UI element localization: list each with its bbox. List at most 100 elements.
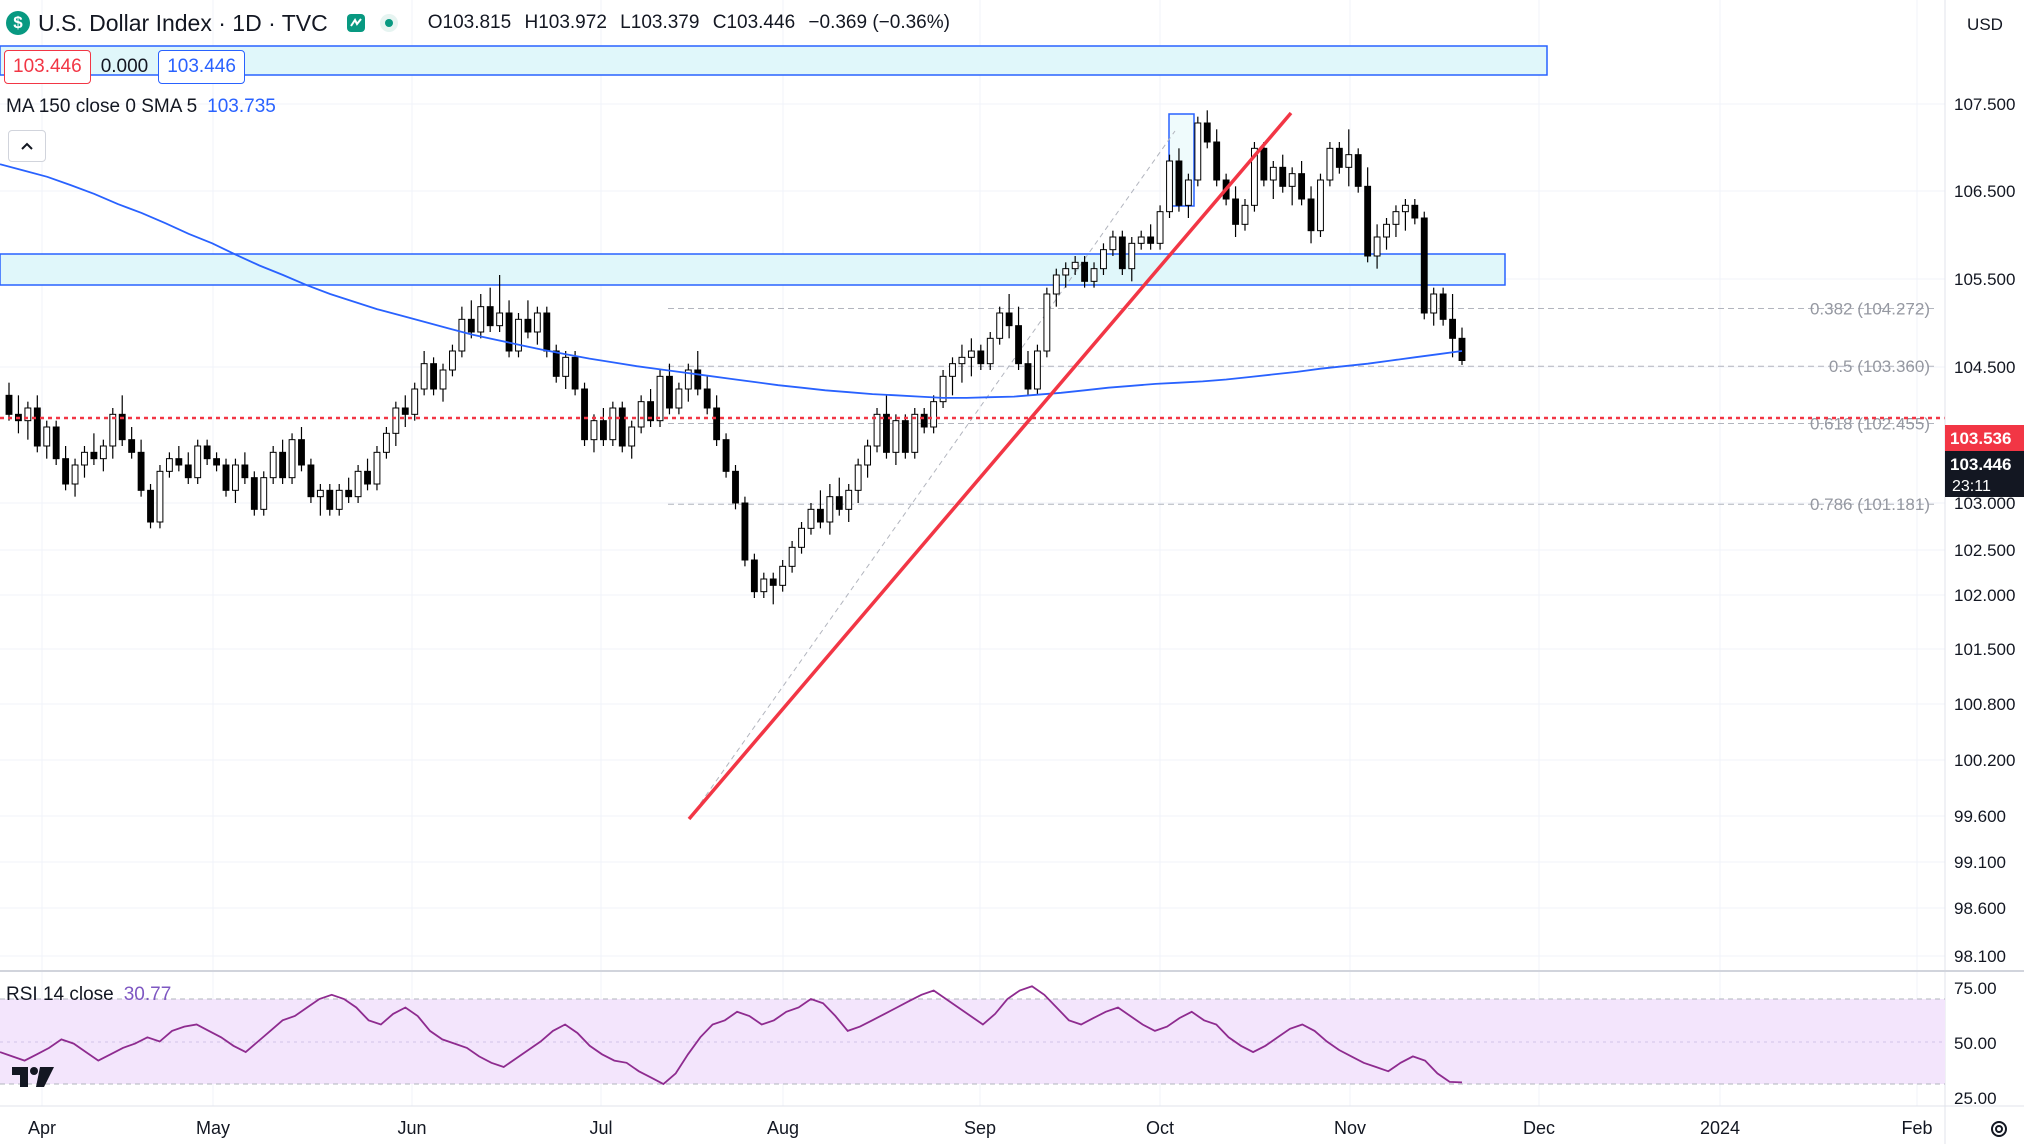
trendline[interactable] (687, 111, 1293, 821)
candle-body (930, 401, 938, 428)
candle-body (816, 508, 824, 523)
candle-body (467, 318, 475, 333)
candle-body (656, 375, 664, 422)
candle-body (1383, 223, 1390, 238)
candle-body (43, 426, 51, 447)
market-status-icon[interactable] (346, 13, 366, 33)
candle-body (477, 306, 485, 333)
candle-body (769, 578, 777, 586)
open-label: O (427, 12, 443, 33)
candle-body (279, 451, 287, 479)
candle-body (798, 527, 805, 548)
ma-legend-value: 103.735 (207, 96, 276, 117)
candle-body (552, 350, 560, 377)
tradingview-logo-icon (12, 1067, 54, 1087)
candle-body (1364, 185, 1372, 257)
spread-value: 0.000 (100, 56, 149, 77)
candle-body (911, 413, 919, 453)
candle-body (288, 439, 296, 479)
price-tick: 107.500 (1954, 95, 2015, 114)
time-axis[interactable]: Apr May Jun Jul Aug Sep Oct Nov Dec 2024 Feb (28, 1118, 1933, 1138)
time-tick: Feb (1901, 1118, 1932, 1138)
resistance-zone-mid[interactable] (0, 253, 1506, 286)
fib-label: 0.5 (103.360) (1829, 357, 1930, 376)
ma150-line (0, 163, 1463, 399)
gear-icon[interactable] (1988, 1118, 2010, 1140)
collapse-legend-button[interactable] (8, 130, 46, 162)
buy-button[interactable]: 103.446 (158, 50, 245, 84)
candle-body (232, 464, 239, 491)
candle-body (524, 318, 532, 333)
candle-body (684, 369, 692, 390)
price-tick: 99.600 (1954, 807, 2006, 826)
candle-body (411, 388, 419, 415)
candle-body (81, 451, 88, 466)
time-tick: Jun (397, 1118, 426, 1138)
candle-body (137, 451, 145, 491)
ma-legend[interactable]: MA 150 close 0 SMA 5 103.735 (6, 96, 276, 118)
candle-body (713, 407, 721, 441)
candle-body (439, 369, 447, 390)
fib-levels[interactable]: 0.382 (104.272) 0.5 (103.360) 0.618 (102.4… (668, 299, 1935, 514)
candle-body (967, 350, 975, 358)
candle-body (779, 565, 787, 586)
chevron-up-icon (21, 142, 33, 150)
resistance-zone-top[interactable] (0, 45, 1548, 76)
price-axis[interactable]: 107.500 106.500 105.500 104.500 103.000 102.5… (1954, 95, 2015, 966)
candle-body (175, 458, 183, 466)
candle-body (392, 407, 400, 434)
candle-body (760, 578, 768, 593)
candle-body (1184, 179, 1192, 206)
live-status-icon[interactable] (379, 14, 398, 32)
rsi-axis: 75.00 50.00 25.00 (1954, 979, 1997, 1108)
candle-body (1354, 154, 1362, 187)
candle-body (194, 445, 202, 479)
symbol-title[interactable]: U.S. Dollar Index · 1D · TVC (38, 9, 328, 36)
trade-boxes: 103.446 0.000 103.446 (4, 50, 245, 84)
candle-body (33, 407, 41, 447)
candle-body (203, 445, 211, 460)
candle-body (298, 439, 305, 466)
candle-body (345, 489, 353, 498)
candle-body (845, 489, 853, 510)
tradingview-logo[interactable] (10, 1060, 56, 1097)
price-tick: 103.000 (1954, 494, 2015, 513)
candle-body (543, 312, 551, 352)
time-tick: Apr (28, 1118, 56, 1138)
price-tick: 98.100 (1954, 947, 2006, 966)
candle-body (1232, 198, 1239, 225)
sell-button[interactable]: 103.446 (4, 50, 91, 84)
candle-body (1203, 122, 1211, 143)
candle-body (1458, 337, 1466, 362)
dollar-icon[interactable]: $ (6, 11, 30, 35)
candle-body (99, 445, 107, 460)
candle-body (1015, 325, 1022, 365)
candle-body (892, 420, 900, 453)
open-value: 103.815 (442, 12, 512, 33)
candle-body (1260, 147, 1268, 181)
close-value: 103.446 (726, 12, 796, 33)
high-label: H (524, 12, 539, 33)
rsi-tick: 25.00 (1954, 1089, 1997, 1108)
candle-body (703, 388, 711, 409)
candle-body (1335, 147, 1343, 168)
candle-body (1090, 268, 1098, 282)
candle-body (637, 401, 645, 428)
candle-body (628, 426, 636, 447)
currency-selector[interactable]: USD (1954, 10, 2016, 40)
candle-body (732, 470, 739, 504)
time-tick: 2024 (1700, 1118, 1740, 1138)
rsi-legend[interactable]: RSI 14 close 30.77 (6, 984, 171, 1006)
time-tick: Nov (1334, 1118, 1366, 1138)
candle-body (307, 464, 315, 498)
low-value: 103.379 (630, 12, 700, 33)
candle-body (581, 388, 588, 441)
candle-body (505, 312, 513, 352)
rsi-tick: 50.00 (1954, 1034, 1997, 1053)
price-tick: 100.800 (1954, 695, 2015, 714)
rsi-line (0, 985, 1463, 1086)
candle-body (1062, 268, 1070, 276)
candle-body (316, 489, 324, 498)
candle-body (241, 464, 249, 479)
